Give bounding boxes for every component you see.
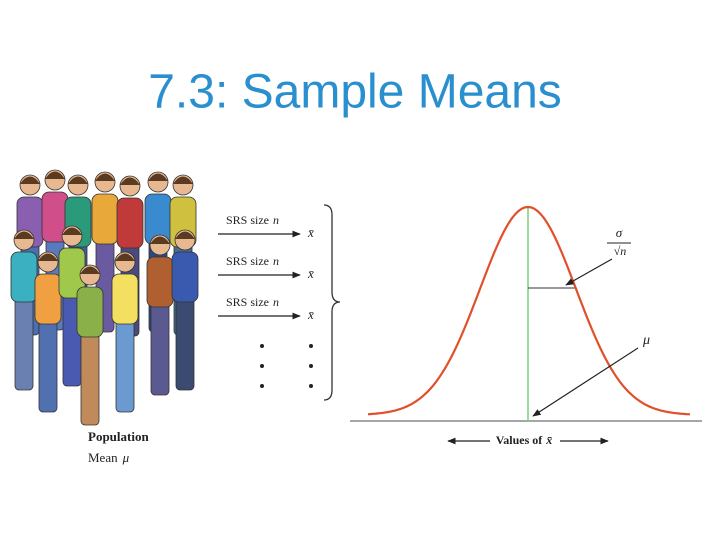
sample-label: SRS size n (226, 213, 279, 227)
person-hair (14, 231, 34, 239)
person-hair (68, 176, 88, 184)
population-mean: Mean μ (88, 450, 130, 465)
mu-label: μ (642, 333, 650, 348)
person-torso (34, 273, 62, 325)
axis-label-text: Values of (496, 433, 544, 447)
person-torso (111, 273, 139, 325)
person-legs (38, 316, 58, 413)
sample-size: n (273, 254, 279, 268)
slide-title: 7.3: Sample Means (148, 66, 562, 119)
person-hair (38, 253, 58, 261)
person-hair (115, 253, 135, 261)
person-hair (150, 236, 170, 244)
sample-mean: x̄ (307, 266, 314, 281)
person-legs (150, 299, 170, 396)
person-hair (173, 176, 193, 184)
mean-label: Mean (88, 450, 118, 465)
person-torso (116, 197, 144, 249)
person-legs (175, 294, 195, 391)
sd-arrow (565, 258, 613, 286)
person-torso (146, 256, 174, 308)
population-label: Population (88, 429, 149, 444)
axis-label: Values of x̄ (496, 433, 553, 447)
person-hair (120, 177, 140, 185)
person-hair (80, 266, 100, 274)
person-torso (76, 286, 104, 338)
person-hair (20, 176, 40, 184)
population-illustration (10, 169, 199, 426)
sample-size: n (273, 295, 279, 309)
sample-label: SRS size n (226, 254, 279, 268)
ellipsis (260, 344, 313, 388)
mu-arrow (532, 347, 639, 417)
sample-label-text: SRS size (226, 213, 269, 227)
person-legs (80, 329, 100, 426)
person-torso (171, 251, 199, 303)
sigma: σ (616, 225, 623, 240)
person-torso (10, 251, 38, 303)
samples: SRS size n x̄ SRS size n x̄ SRS size n x̄ (218, 213, 314, 322)
person-hair (148, 173, 168, 181)
person-hair (45, 171, 65, 179)
person-hair (175, 231, 195, 239)
person-hair (95, 173, 115, 181)
person-legs (115, 316, 135, 413)
person-hair (62, 227, 82, 235)
person-legs (14, 294, 34, 391)
sample-mean: x̄ (307, 225, 314, 240)
sample-size: n (273, 213, 279, 227)
axis-symbol: x̄ (545, 433, 552, 447)
sample-label: SRS size n (226, 295, 279, 309)
person-torso (91, 193, 119, 245)
sample-label-text: SRS size (226, 254, 269, 268)
brace (323, 204, 341, 401)
normal-curve (367, 205, 691, 416)
sample-mean: x̄ (307, 307, 314, 322)
sample-label-text: SRS size (226, 295, 269, 309)
mean-symbol: μ (122, 450, 130, 465)
sqrt-n: √n (614, 244, 627, 258)
